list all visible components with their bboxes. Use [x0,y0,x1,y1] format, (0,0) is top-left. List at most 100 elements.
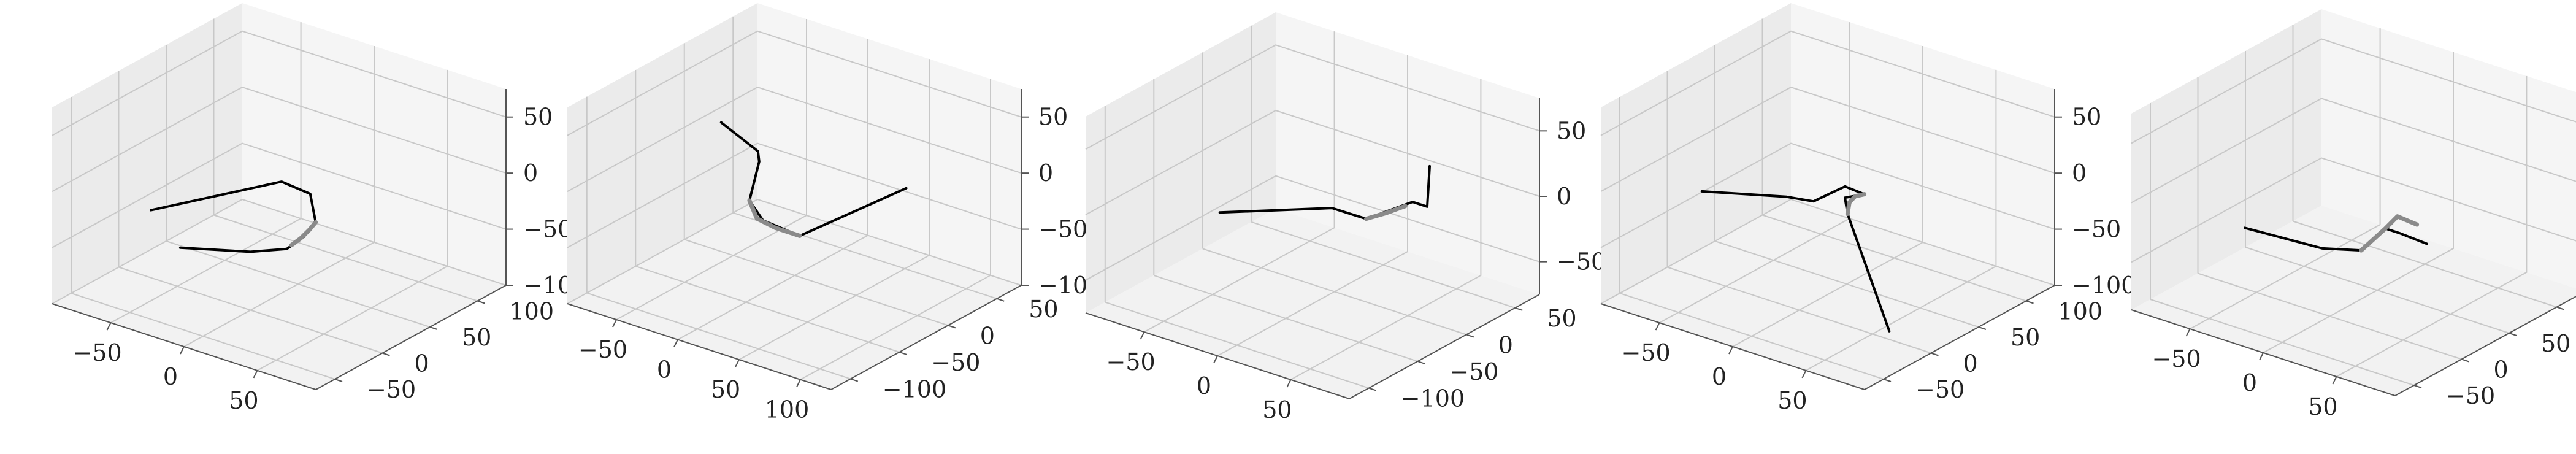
z-tick-label: −50 [1038,216,1087,243]
z-tick-label: 0 [2072,160,2087,187]
x-tick-label: 50 [229,387,258,414]
floor-pane [2131,206,2576,396]
series-line-1 [150,180,317,224]
x-tick-mark [796,379,801,388]
z-gridline [567,30,1022,136]
y-tick-label: −50 [2446,382,2495,409]
x-tick-label: −50 [1621,339,1670,366]
x-tick-mark [612,319,617,328]
y-axis-line [1864,285,2055,390]
series-line-2 [2359,214,2420,253]
y-gridline [1762,214,2026,302]
z-gridline [1085,44,1540,150]
z-gridline [52,87,507,192]
z-tick-label: −100 [2072,272,2136,299]
y-tick-label: −50 [1915,376,1965,403]
x-gridline [2263,52,2454,353]
y-tick-mark [2461,358,2469,363]
y-gridline [71,293,335,380]
y-tick-mark [850,378,859,382]
x-tick-mark [1213,355,1218,364]
y-tick-mark [1417,361,1425,364]
y-gridline [635,266,900,353]
x-tick-label: −50 [72,339,121,366]
z-gridline [1600,142,2055,248]
y-gridline [1105,301,1370,389]
y-gridline [213,214,478,302]
series-line-2 [1364,204,1408,221]
z-gridline [1085,175,1540,281]
x-tick-label: 50 [1777,387,1807,414]
x-tick-label: 50 [2308,393,2337,420]
y-gridline [2293,220,2557,308]
y-gridline [1153,275,1418,362]
z-tick-label: −50 [1557,248,1606,275]
z-gridline [52,198,507,304]
x-tick-label: −50 [578,336,627,363]
y-tick-mark [899,352,907,355]
x-tick-label: 50 [1262,396,1292,423]
series-line-3 [289,220,318,248]
z-gridline [2131,38,2576,144]
x-tick-label: −50 [1106,348,1155,375]
y-gridline [1667,266,1931,354]
series-line-2 [747,198,802,238]
y-tick-mark [2509,333,2517,336]
floor-pane [567,199,1021,390]
y-tick-label: −100 [883,376,946,403]
series-line-3 [1845,192,1867,217]
y-gridline [1619,293,1884,380]
x-tick-label: −50 [2152,345,2201,372]
z-tick-label: 50 [1038,104,1068,131]
y-gridline [684,239,949,326]
y-tick-label: 50 [1547,305,1576,332]
x-tick-label: 0 [2242,369,2257,396]
x-tick-mark [1140,331,1145,340]
y-gridline [166,240,431,328]
z-gridline [1600,87,2055,192]
y-tick-mark [2556,306,2564,310]
x-gridline [1144,31,1335,333]
x-tick-label: 0 [163,363,178,390]
back-pane [2321,9,2576,289]
z-gridline [52,142,507,248]
y-tick-mark [1931,352,1939,356]
x-tick-mark [2332,376,2337,385]
y-tick-label: 50 [1029,296,1058,323]
y-gridline [1714,240,1979,328]
x-tick-label: 50 [711,376,740,403]
y-tick-label: 0 [2494,356,2509,383]
y-tick-label: 50 [2011,324,2040,351]
z-tick-label: 0 [1038,160,1053,187]
left-pane [567,3,757,304]
z-tick-label: 50 [1557,117,1586,144]
z-gridline [567,198,1022,304]
x-tick-mark [253,370,258,379]
y-axis-line [1349,294,1540,399]
left-pane [52,3,242,304]
z-tick-label: −50 [523,216,572,243]
y-tick-mark [429,326,438,330]
z-gridline [1600,30,2055,136]
y-tick-mark [1514,307,1523,311]
y-tick-label: 50 [462,324,491,351]
y-axis-line [830,285,1022,390]
y-tick-label: −50 [367,376,416,403]
x-tick-label: 0 [1712,363,1727,390]
x-tick-mark [1286,379,1292,388]
y-tick-label: 100 [510,298,554,325]
y-tick-mark [948,325,956,329]
y-tick-label: 0 [415,350,429,377]
series-line-1 [1700,185,1866,203]
left-pane [1601,3,1791,304]
y-tick-mark [2413,385,2422,388]
y-gridline [2150,299,2415,386]
y-tick-label: 0 [980,322,995,349]
y-gridline [1251,221,1516,309]
x-tick-mark [1655,322,1660,331]
x-tick-label: 100 [765,396,810,423]
